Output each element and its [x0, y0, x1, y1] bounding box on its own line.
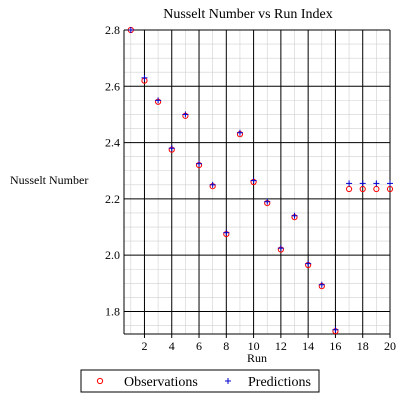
observation-point — [386, 185, 394, 193]
x-tick-label: 6 — [196, 339, 202, 353]
prediction-point — [277, 245, 284, 252]
chart-title: Nusselt Number vs Run Index — [163, 7, 333, 22]
x-tick-label: 12 — [275, 339, 287, 353]
x-tick-label: 8 — [223, 339, 229, 353]
prediction-point — [291, 212, 298, 219]
tick-labels: 2 4 6 8 10 12 14 16 18 20 1.8 2.0 2.2 2.4 2.6 2.8 — [105, 23, 396, 353]
prediction-point — [250, 177, 257, 184]
prediction-point — [155, 97, 162, 104]
prediction-point — [127, 27, 134, 33]
y-axis-label: Nusselt Number — [10, 173, 88, 187]
legend-predictions-marker — [225, 378, 231, 384]
prediction-point — [182, 111, 189, 118]
x-tick-label: 16 — [329, 339, 341, 353]
y-tick-label: 2.0 — [105, 248, 120, 262]
prediction-point — [264, 198, 271, 205]
y-tick-label: 2.8 — [105, 23, 120, 37]
prediction-point — [168, 145, 175, 152]
observation-point — [373, 185, 380, 193]
prediction-point — [305, 260, 312, 267]
legend: Observations Predictions — [80, 369, 320, 393]
y-tick-label: 1.8 — [105, 304, 120, 318]
prediction-point — [359, 180, 366, 187]
x-tick-label: 4 — [169, 339, 175, 353]
x-tick-label: 20 — [384, 339, 396, 353]
legend-observations-label: Observations — [124, 375, 198, 390]
prediction-point — [141, 74, 148, 81]
x-axis-label: Run — [247, 351, 267, 365]
x-tick-label: 2 — [141, 339, 147, 353]
prediction-point — [373, 180, 380, 187]
x-tick-label: 14 — [302, 339, 314, 353]
grid — [124, 29, 391, 334]
prediction-point — [332, 326, 339, 333]
legend-predictions-label: Predictions — [248, 375, 311, 390]
prediction-point — [209, 181, 216, 188]
y-tick-label: 2.2 — [105, 192, 120, 206]
prediction-point — [236, 129, 243, 136]
y-tick-label: 2.4 — [105, 136, 120, 150]
legend-box — [80, 369, 320, 393]
legend-observations-marker — [96, 377, 104, 385]
prediction-point — [346, 180, 353, 187]
prediction-point — [223, 229, 230, 236]
prediction-point — [196, 160, 203, 167]
prediction-point — [387, 180, 393, 187]
observation-point — [359, 185, 366, 193]
y-tick-label: 2.6 — [105, 79, 120, 93]
axes — [123, 30, 391, 338]
x-tick-label: 18 — [357, 339, 369, 353]
observation-point — [345, 185, 353, 193]
data-marks — [127, 26, 394, 335]
prediction-point — [318, 281, 325, 288]
x-tick-label: 10 — [248, 339, 260, 353]
